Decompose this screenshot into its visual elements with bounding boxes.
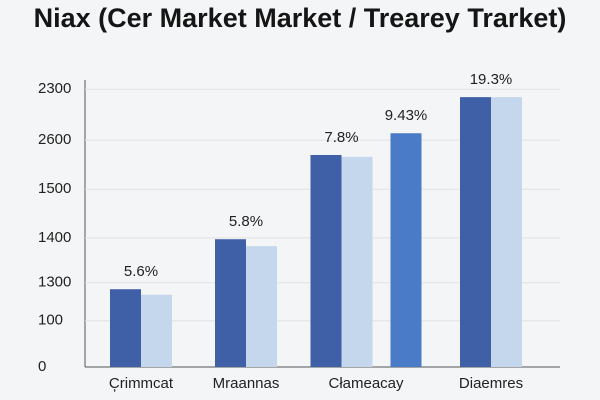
- data-label: 19.3%: [470, 71, 513, 88]
- bar: [390, 133, 422, 367]
- bar: [341, 156, 373, 367]
- data-label: 7.8%: [324, 129, 358, 146]
- y-tick-label: 2600: [38, 131, 71, 148]
- data-label: 5.8%: [229, 213, 263, 230]
- bar: [310, 154, 342, 367]
- bar: [110, 289, 141, 367]
- data-label: 5.6%: [124, 263, 158, 280]
- x-tick-label: Diaemres: [459, 375, 523, 392]
- chart-title: Niax (Cer Market Market / Trearey Trarke…: [33, 3, 567, 33]
- bar: [460, 97, 491, 368]
- x-tick-label: Cłameacay: [328, 375, 404, 392]
- bar: [215, 239, 246, 367]
- bar: [141, 294, 172, 367]
- x-tick-label: Mraannas: [213, 375, 280, 392]
- y-tick-label: 1500: [38, 180, 71, 197]
- y-tick-label: 0: [38, 358, 46, 375]
- y-tick-label: 100: [38, 312, 63, 329]
- y-tick-label: 1400: [38, 229, 71, 246]
- x-tick-label: C̦rimmcat: [109, 375, 174, 392]
- bar: [491, 97, 522, 368]
- data-label: 9.43%: [385, 107, 428, 124]
- bar: [246, 246, 277, 367]
- y-tick-label: 2300: [38, 80, 71, 97]
- y-tick-label: 1300: [38, 274, 71, 291]
